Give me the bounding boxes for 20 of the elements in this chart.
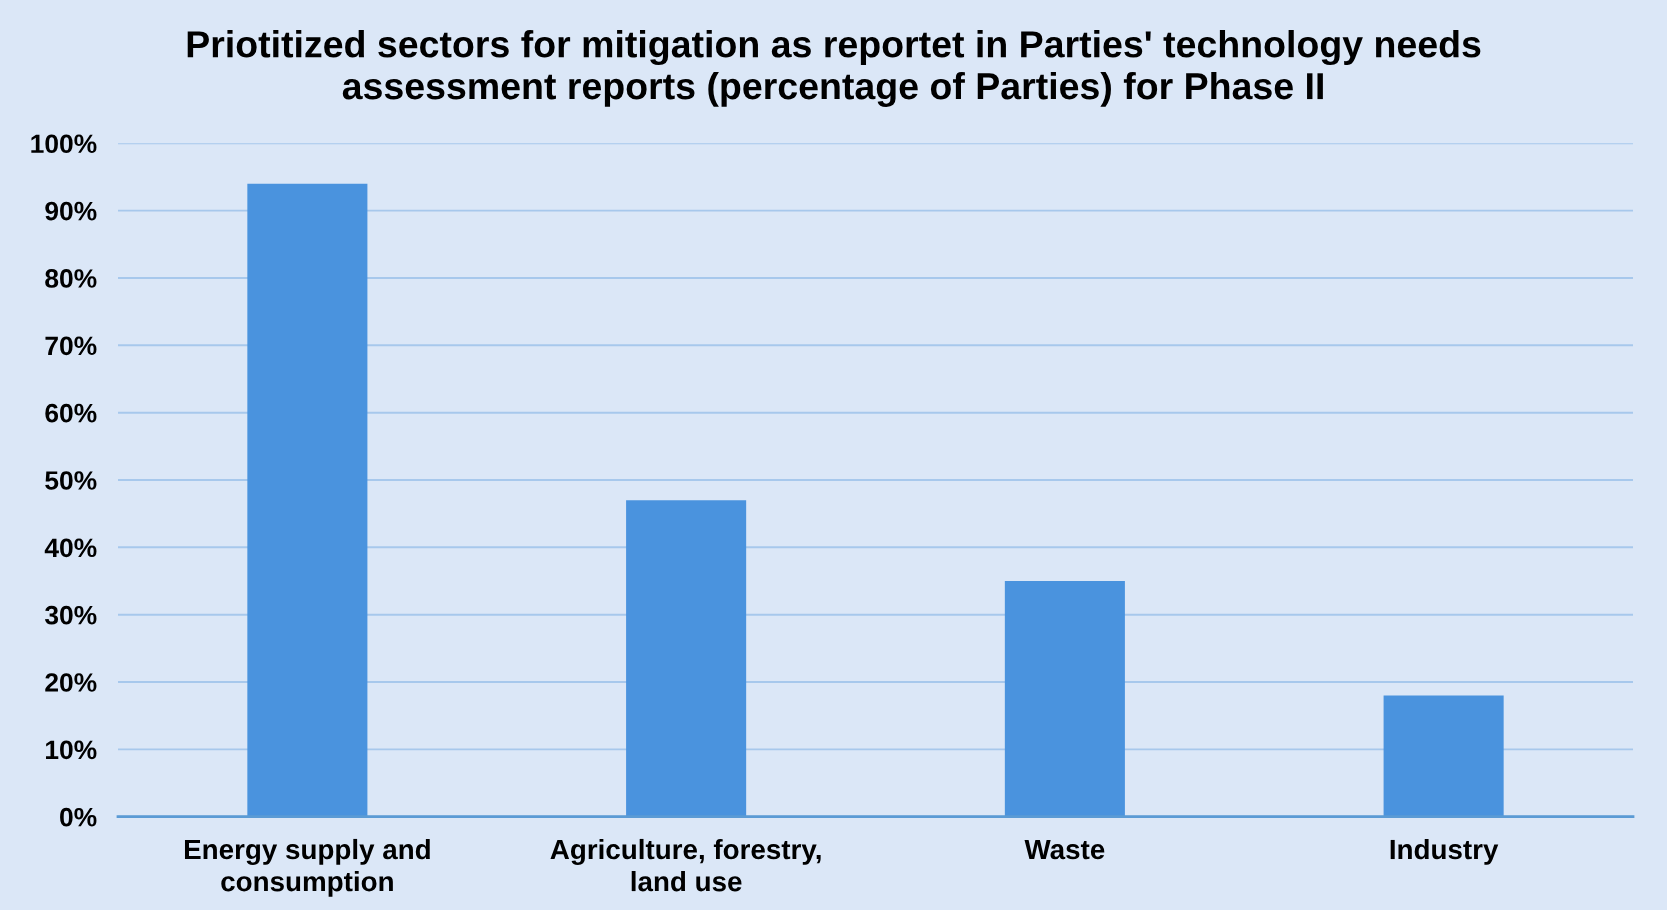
y-tick-label: 90% bbox=[45, 201, 97, 221]
bar bbox=[626, 500, 747, 817]
y-tick-label: 70% bbox=[45, 336, 97, 356]
chart-title: Priotitized sectors for mitigation as reportet in Parties' technology needs assessment reports (percentage of Parties) for Phase II bbox=[187, 30, 1481, 108]
x-tick-label: Agriculture, forestry, land use bbox=[550, 838, 821, 892]
y-tick-label: 100% bbox=[31, 134, 97, 154]
bar bbox=[1383, 695, 1504, 817]
y-tick-label: 40% bbox=[44, 538, 97, 558]
bar bbox=[247, 183, 368, 817]
x-tick-label: Energy supply and consumption bbox=[184, 838, 430, 897]
y-tick-label: 30% bbox=[44, 605, 97, 625]
x-tick-label: Industry bbox=[1390, 838, 1499, 865]
y-tick-label: 20% bbox=[45, 673, 97, 692]
y-tick-label: 10% bbox=[46, 740, 97, 760]
y-tick-label: 80% bbox=[45, 269, 97, 288]
bar bbox=[1004, 581, 1125, 817]
y-tick-label: 0% bbox=[60, 807, 97, 827]
y-tick-label: 60% bbox=[45, 403, 97, 423]
y-tick-label: 50% bbox=[45, 471, 97, 490]
x-tick-label: Waste bbox=[1024, 839, 1105, 860]
